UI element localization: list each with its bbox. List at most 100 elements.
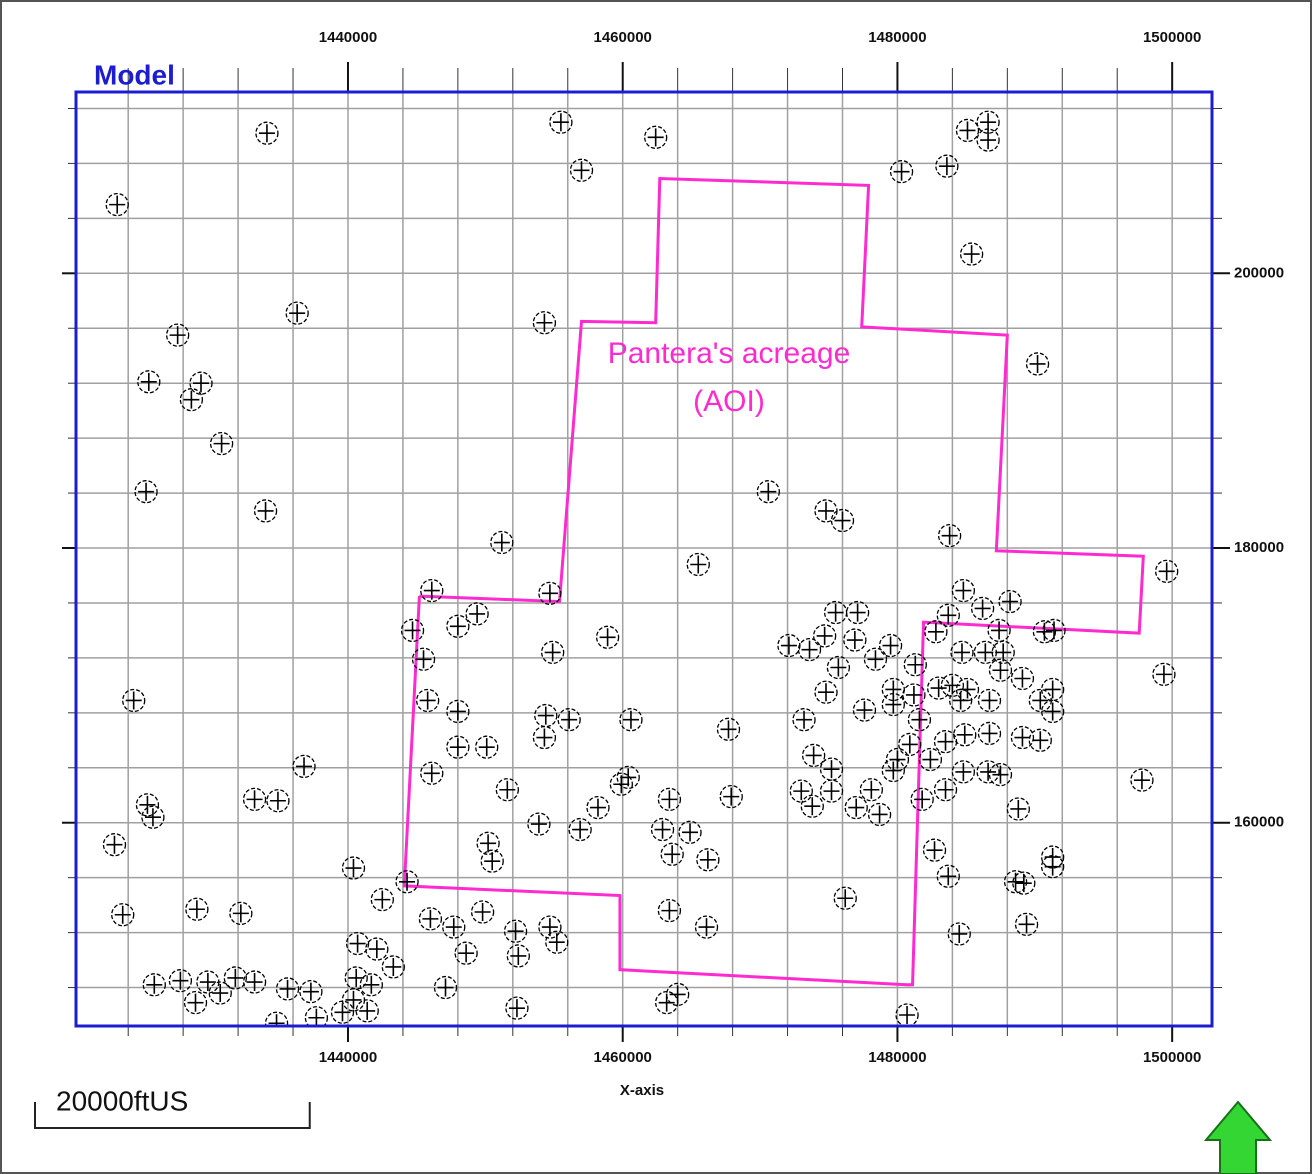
well [418, 907, 443, 931]
well [987, 618, 1011, 643]
well-cross [114, 905, 131, 924]
well-circle [812, 624, 837, 648]
well [970, 596, 995, 621]
well [933, 730, 958, 754]
well [359, 973, 383, 997]
well-circle [420, 578, 444, 603]
well [411, 647, 436, 671]
well-cross [193, 374, 210, 393]
well [433, 975, 458, 1000]
well-circle [616, 765, 640, 790]
well [814, 499, 838, 523]
map-title: Model [94, 59, 175, 90]
well-cross [885, 695, 902, 714]
well [505, 996, 529, 1020]
well-cross [499, 780, 516, 799]
well-circle [898, 732, 922, 757]
well [196, 970, 220, 994]
well-circle [1014, 912, 1039, 937]
x-tick-label: 1460000 [594, 29, 652, 46]
well-circle [135, 793, 160, 817]
well-cross [911, 710, 928, 729]
well [814, 680, 838, 704]
well-circle [381, 955, 405, 979]
well-circle [940, 673, 965, 698]
well-cross [232, 904, 249, 923]
well [1010, 666, 1035, 691]
well-cross [941, 526, 958, 545]
well-cross [1002, 592, 1019, 611]
well-cross [622, 710, 639, 729]
well-circle [1042, 618, 1066, 643]
well [454, 941, 478, 965]
well [416, 688, 440, 713]
well-cross [169, 326, 186, 345]
well-circle [183, 991, 208, 1015]
well [881, 677, 905, 702]
well-cross [484, 852, 501, 871]
well [666, 982, 690, 1007]
well [843, 628, 867, 652]
well [545, 930, 569, 954]
well-cross [144, 808, 161, 827]
well [446, 699, 470, 724]
well-circle [341, 988, 366, 1012]
well-cross [804, 797, 821, 816]
well [830, 508, 855, 533]
well-cross [1044, 857, 1061, 876]
well-circle [926, 676, 951, 700]
well [998, 589, 1022, 614]
well [619, 708, 643, 732]
well [845, 600, 870, 625]
well-circle [365, 937, 389, 961]
well-circle [819, 757, 844, 781]
well [446, 735, 470, 759]
well-circle [823, 600, 848, 625]
well-circle [503, 919, 528, 943]
well-cross [664, 845, 681, 864]
well [557, 708, 581, 732]
well [756, 480, 780, 504]
well-cross [827, 603, 844, 622]
well [935, 154, 959, 178]
well-circle [792, 708, 816, 732]
well-circle [609, 772, 633, 796]
well-circle [165, 323, 190, 347]
well [538, 915, 562, 939]
well [948, 688, 973, 713]
well [168, 969, 193, 993]
well-cross [399, 872, 416, 891]
well-cross [404, 621, 421, 640]
well-circle [569, 158, 594, 182]
well [716, 717, 741, 741]
well-cross [882, 636, 899, 655]
well-cross [302, 982, 319, 1001]
well [420, 578, 444, 603]
well [812, 624, 837, 648]
well-cross [856, 701, 873, 720]
well-cross [654, 820, 671, 839]
well [959, 242, 984, 266]
well [826, 655, 851, 680]
well-cross [613, 775, 630, 794]
well-circle [976, 128, 1000, 152]
well-circle [446, 614, 470, 638]
well-cross [530, 815, 547, 834]
well-cross [955, 581, 972, 600]
well-cross [1158, 562, 1175, 581]
well-circle [465, 602, 489, 626]
well-cross [125, 691, 142, 710]
well-circle [345, 931, 370, 956]
well-circle [933, 778, 958, 802]
well-circle [991, 640, 1015, 665]
well-circle [845, 600, 870, 625]
well-circle [134, 480, 158, 504]
well-cross [871, 805, 888, 824]
well-cross [374, 890, 391, 909]
well [534, 703, 558, 728]
well-cross [805, 746, 822, 765]
well [801, 743, 826, 768]
well-cross [980, 113, 997, 132]
well-circle [475, 735, 499, 759]
well [541, 640, 565, 665]
